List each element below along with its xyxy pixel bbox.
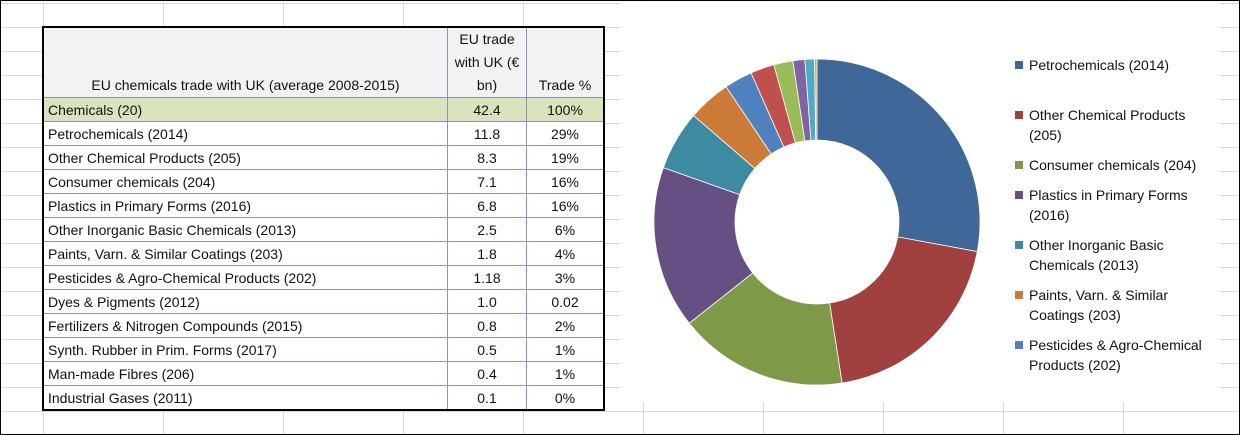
table-row: Other Inorganic Basic Chemicals (2013) 2.… xyxy=(42,217,605,242)
table-row: Pesticides & Agro-Chemical Products (202… xyxy=(42,265,605,290)
legend-label: Paints, Varn. & Similar Coatings (203) xyxy=(1029,287,1169,323)
table-row: Paints, Varn. & Similar Coatings (203) 1.… xyxy=(42,241,605,266)
trade-table: EU chemicals trade with UK (average 2008… xyxy=(42,26,605,411)
legend-swatch xyxy=(1015,241,1023,249)
row-label[interactable]: Man-made Fibres (206) xyxy=(42,361,448,386)
donut-chart xyxy=(653,58,981,386)
row-value[interactable]: 7.1 xyxy=(447,169,527,194)
legend-label: Pesticides & Agro-Chemical Products (202… xyxy=(1029,337,1202,373)
header-value: EU trade with UK (€ bn) xyxy=(447,26,527,98)
table-row: Industrial Gases (2011) 0.1 0% xyxy=(42,385,605,411)
table-row-total: Chemicals (20) 42.4 100% xyxy=(42,97,605,122)
legend-label: Other Inorganic Basic Chemicals (2013) xyxy=(1029,237,1164,273)
row-label[interactable]: Paints, Varn. & Similar Coatings (203) xyxy=(42,241,448,266)
table-row: Synth. Rubber in Prim. Forms (2017) 0.5 1% xyxy=(42,337,605,362)
row-label[interactable]: Pesticides & Agro-Chemical Products (202… xyxy=(42,265,448,290)
legend-swatch xyxy=(1015,291,1023,299)
row-value[interactable]: 42.4 xyxy=(447,97,527,122)
row-value[interactable]: 1.0 xyxy=(447,289,527,314)
legend-swatch xyxy=(1015,111,1023,119)
legend-item: Paints, Varn. & Similar Coatings (203) xyxy=(1015,285,1215,325)
row-value[interactable]: 0.4 xyxy=(447,361,527,386)
row-pct[interactable]: 16% xyxy=(526,169,605,194)
legend-item: Petrochemicals (2014) xyxy=(1015,55,1215,75)
legend-item: Pesticides & Agro-Chemical Products (202… xyxy=(1015,335,1215,375)
table-row: Fertilizers & Nitrogen Compounds (2015) 0… xyxy=(42,313,605,338)
table-row: Dyes & Pigments (2012) 1.0 0.02 xyxy=(42,289,605,314)
row-value[interactable]: 2.5 xyxy=(447,217,527,242)
row-pct[interactable]: 6% xyxy=(526,217,605,242)
row-value[interactable]: 0.8 xyxy=(447,313,527,338)
table-row: Consumer chemicals (204) 7.1 16% xyxy=(42,169,605,194)
legend-swatch xyxy=(1015,341,1023,349)
row-label[interactable]: Plastics in Primary Forms (2016) xyxy=(42,193,448,218)
row-value[interactable]: 11.8 xyxy=(447,121,527,146)
row-pct[interactable]: 0.02 xyxy=(526,289,605,314)
legend-label: Other Chemical Products (205) xyxy=(1029,107,1186,143)
donut-slice-12[interactable] xyxy=(814,58,818,141)
row-pct[interactable]: 2% xyxy=(526,313,605,338)
row-pct[interactable]: 16% xyxy=(526,193,605,218)
row-value[interactable]: 1.18 xyxy=(447,265,527,290)
row-label[interactable]: Fertilizers & Nitrogen Compounds (2015) xyxy=(42,313,448,338)
legend-swatch xyxy=(1015,61,1023,69)
donut-slice-4[interactable] xyxy=(653,167,754,324)
row-value[interactable]: 0.5 xyxy=(447,337,527,362)
chart-area xyxy=(620,2,1220,402)
row-label[interactable]: Industrial Gases (2011) xyxy=(42,385,448,411)
legend-label: Petrochemicals (2014) xyxy=(1029,57,1170,73)
row-label[interactable]: Chemicals (20) xyxy=(42,97,448,122)
row-label[interactable]: Other Inorganic Basic Chemicals (2013) xyxy=(42,217,448,242)
row-label[interactable]: Consumer chemicals (204) xyxy=(42,169,448,194)
legend-item: Other Inorganic Basic Chemicals (2013) xyxy=(1015,235,1215,275)
row-pct[interactable]: 1% xyxy=(526,361,605,386)
table-header-row: EU chemicals trade with UK (average 2008… xyxy=(42,26,605,98)
row-value[interactable]: 1.8 xyxy=(447,241,527,266)
row-pct[interactable]: 19% xyxy=(526,145,605,170)
legend-label: Consumer chemicals (204) xyxy=(1029,157,1197,173)
row-value[interactable]: 6.8 xyxy=(447,193,527,218)
legend-item: Other Chemical Products (205) xyxy=(1015,105,1215,145)
legend-item: Plastics in Primary Forms (2016) xyxy=(1015,185,1215,225)
row-pct[interactable]: 100% xyxy=(526,97,605,122)
row-label[interactable]: Other Chemical Products (205) xyxy=(42,145,448,170)
row-label[interactable]: Dyes & Pigments (2012) xyxy=(42,289,448,314)
table-row: Man-made Fibres (206) 0.4 1% xyxy=(42,361,605,386)
table-row: Other Chemical Products (205) 8.3 19% xyxy=(42,145,605,170)
row-pct[interactable]: 1% xyxy=(526,337,605,362)
header-pct: Trade % xyxy=(526,26,605,98)
row-pct[interactable]: 0% xyxy=(526,385,605,411)
row-pct[interactable]: 29% xyxy=(526,121,605,146)
table-row: Petrochemicals (2014) 11.8 29% xyxy=(42,121,605,146)
donut-slice-1[interactable] xyxy=(816,58,981,253)
header-category: EU chemicals trade with UK (average 2008… xyxy=(42,26,448,98)
legend-swatch xyxy=(1015,161,1023,169)
legend-item: Consumer chemicals (204) xyxy=(1015,155,1215,175)
legend-swatch xyxy=(1015,191,1023,199)
donut-slice-2[interactable] xyxy=(829,236,978,384)
row-label[interactable]: Petrochemicals (2014) xyxy=(42,121,448,146)
row-pct[interactable]: 3% xyxy=(526,265,605,290)
donut-slice-3[interactable] xyxy=(688,272,843,386)
table-row: Plastics in Primary Forms (2016) 6.8 16% xyxy=(42,193,605,218)
row-pct[interactable]: 4% xyxy=(526,241,605,266)
legend-label: Plastics in Primary Forms (2016) xyxy=(1029,187,1188,223)
row-value[interactable]: 0.1 xyxy=(447,385,527,411)
row-value[interactable]: 8.3 xyxy=(447,145,527,170)
row-label[interactable]: Synth. Rubber in Prim. Forms (2017) xyxy=(42,337,448,362)
chart-legend: Petrochemicals (2014) Other Chemical Prod… xyxy=(1015,55,1215,385)
